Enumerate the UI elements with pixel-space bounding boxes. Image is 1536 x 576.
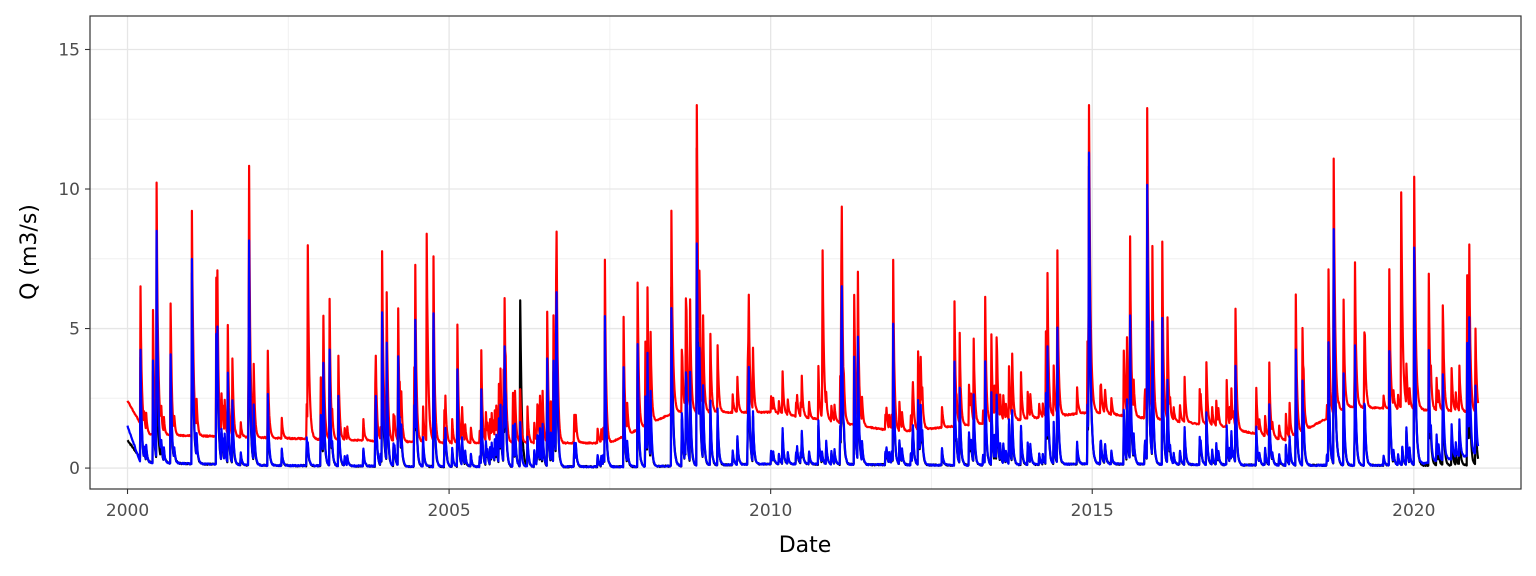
y-tick-label: 0	[69, 459, 80, 479]
x-tick-label: 2015	[1071, 501, 1114, 521]
y-tick-label: 10	[58, 180, 80, 200]
y-tick-label: 5	[69, 320, 80, 340]
x-tick-label: 2010	[749, 501, 792, 521]
x-tick-label: 2005	[427, 501, 470, 521]
axis-ticks: 2000 2005 2010 2015 2020 0 5 10 15	[58, 40, 1435, 521]
series-line-2	[126, 151, 1480, 469]
x-tick-label: 2000	[106, 501, 149, 521]
series-lines	[126, 104, 1480, 469]
x-axis-title: Date	[779, 533, 832, 558]
y-tick-label: 15	[58, 40, 80, 60]
series-line-1	[126, 104, 1480, 445]
x-tick-label: 2020	[1392, 501, 1435, 521]
y-axis-title: Q (m3/s)	[17, 204, 42, 300]
panel-border	[89, 15, 1522, 490]
